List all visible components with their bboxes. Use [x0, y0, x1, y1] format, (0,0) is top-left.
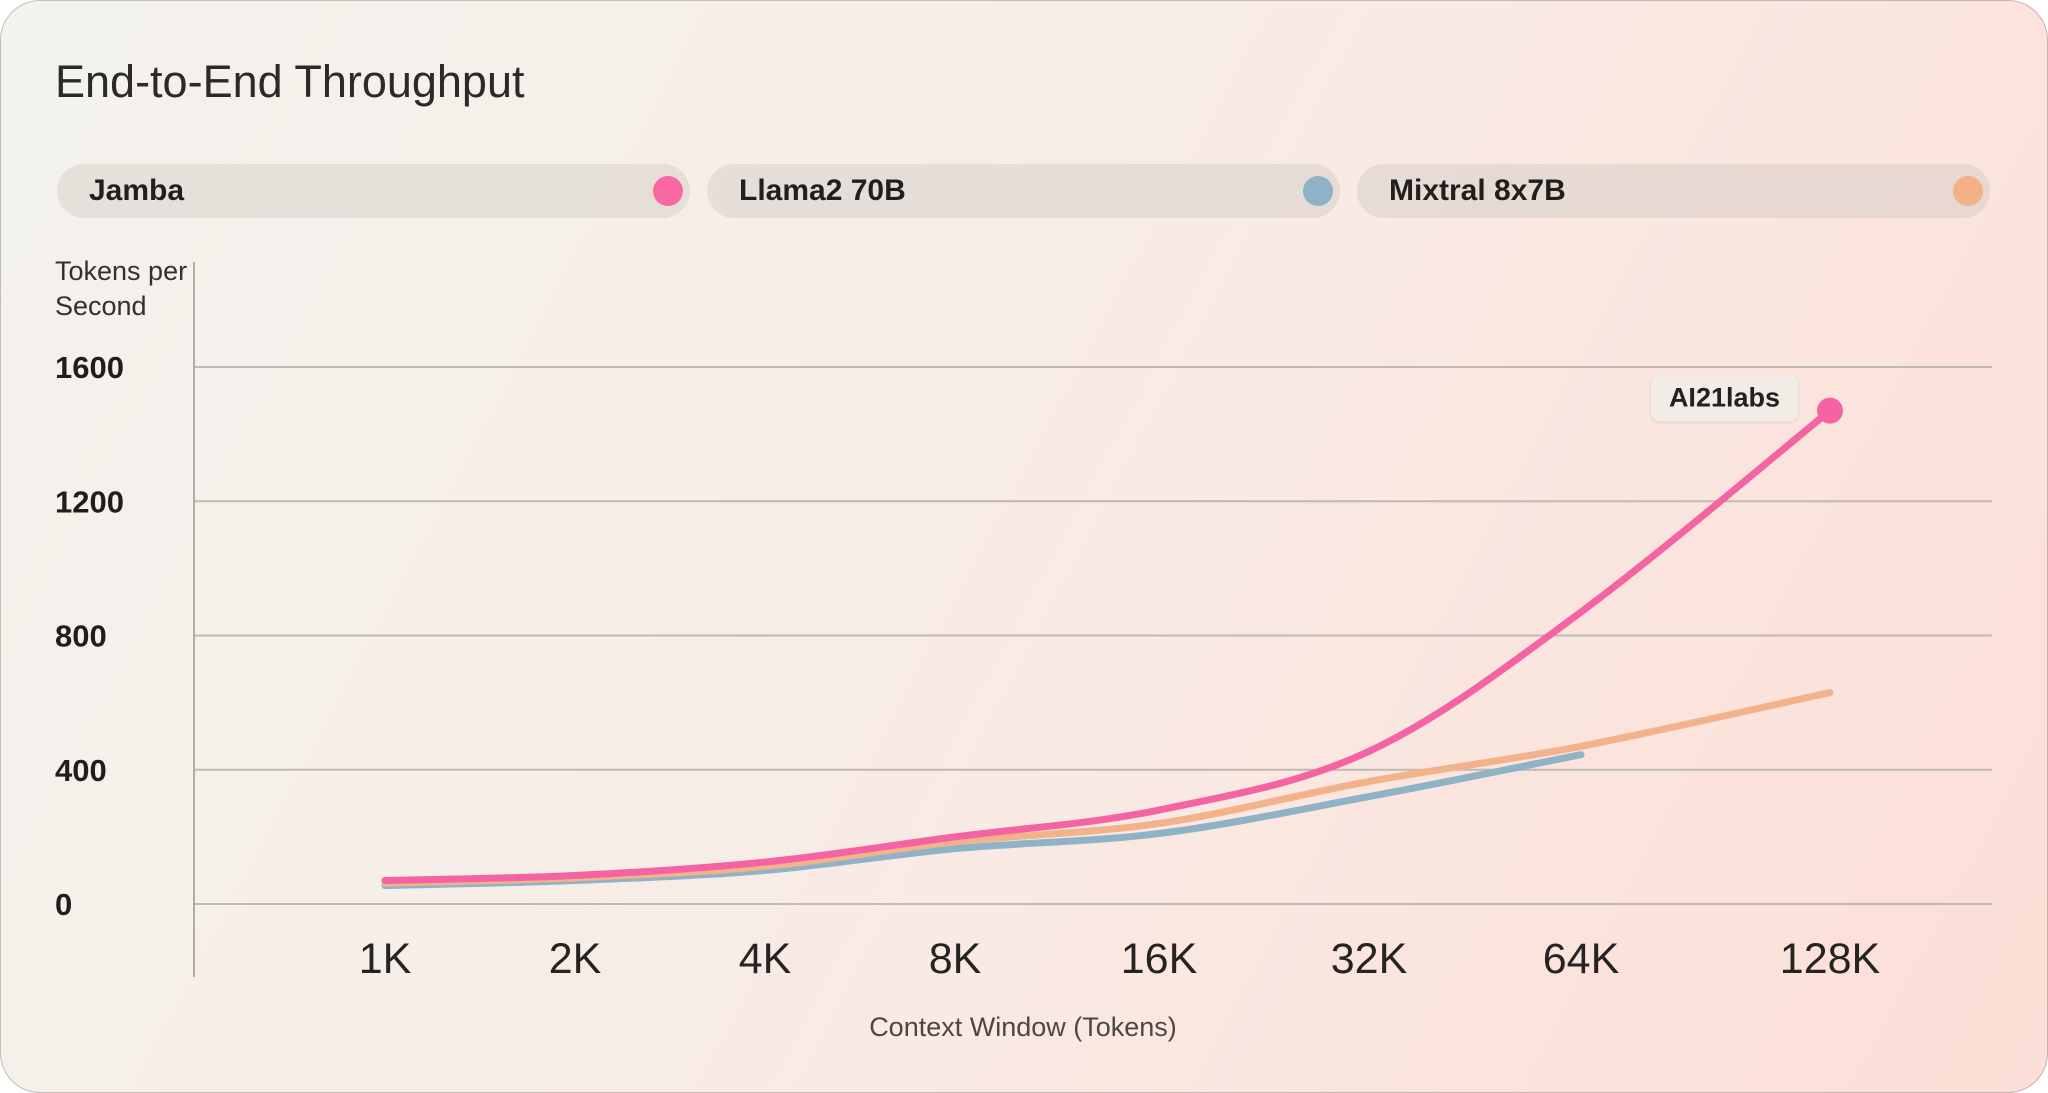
- x-tick-label: 2K: [549, 935, 602, 983]
- x-tick-label: 4K: [739, 935, 792, 983]
- legend-dot-mixtral-8x7b: [1953, 176, 1983, 206]
- y-tick-label: 0: [55, 887, 72, 922]
- legend-dot-jamba: [653, 176, 683, 206]
- legend-label-jamba: Jamba: [89, 174, 185, 207]
- series-line-jamba: [381, 407, 1834, 885]
- endpoint-annotation-badge: AI21labs: [1650, 374, 1798, 422]
- legend-label-llama2-70b: Llama2 70B: [739, 174, 906, 207]
- x-tick-label: 16K: [1121, 935, 1198, 983]
- y-axis-title: Tokens per Second: [55, 256, 188, 321]
- x-tick-label: 32K: [1331, 935, 1408, 983]
- y-tick-label: 800: [55, 619, 107, 654]
- legend-label-mixtral-8x7b: Mixtral 8x7B: [1389, 174, 1566, 207]
- legend-dot-llama2-70b: [1303, 176, 1333, 206]
- legend: Jamba Llama2 70B Mixtral 8x7B: [57, 164, 1990, 218]
- series-endpoint-dot: [1817, 397, 1843, 424]
- x-axis-title: Context Window (Tokens): [869, 1012, 1177, 1042]
- legend-item-mixtral-8x7b[interactable]: Mixtral 8x7B: [1357, 164, 1990, 218]
- legend-item-jamba[interactable]: Jamba: [57, 164, 690, 218]
- y-tick-label: 400: [55, 753, 107, 788]
- x-tick-label: 1K: [359, 935, 412, 983]
- series-line-mixtral-8x7b: [381, 689, 1834, 887]
- legend-item-llama2-70b[interactable]: Llama2 70B: [707, 164, 1340, 218]
- x-tick-label: 128K: [1780, 935, 1881, 983]
- y-tick-label: 1200: [55, 484, 124, 519]
- x-tick-label: 64K: [1543, 935, 1620, 983]
- page-title: End-to-End Throughput: [55, 56, 525, 107]
- x-tick-label: 8K: [929, 935, 982, 983]
- y-tick-label: 1600: [55, 350, 124, 385]
